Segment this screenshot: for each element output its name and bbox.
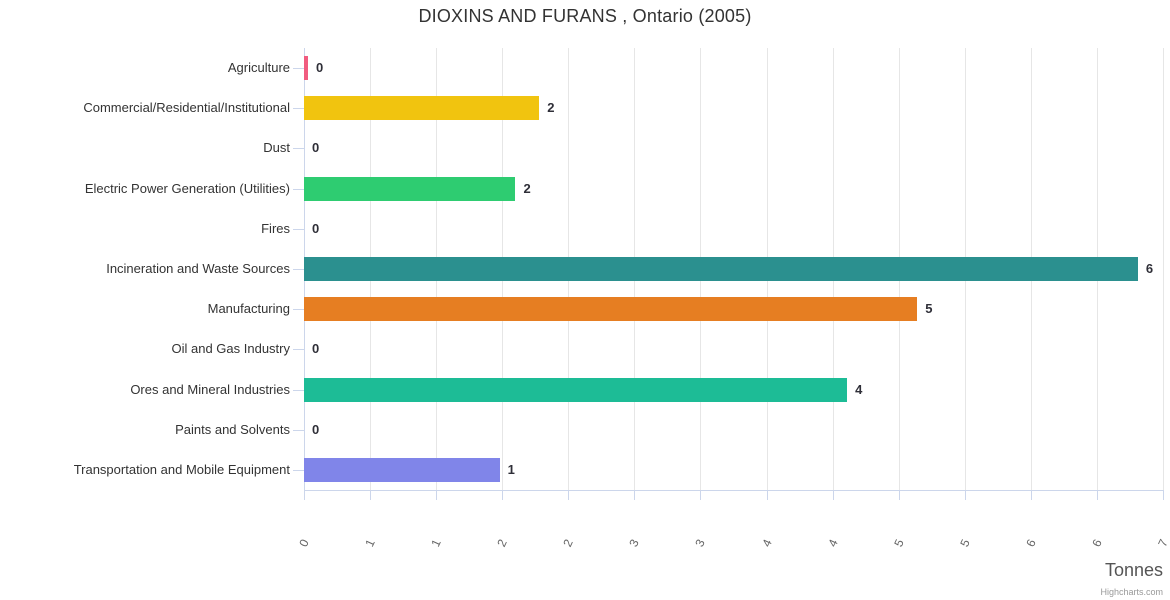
x-axis-tick-label: 1 [428,537,444,549]
x-axis-tick [1163,490,1164,500]
bar-value-label: 0 [315,60,324,76]
bar-value-label: 2 [547,100,555,116]
category-axis-tick [293,469,304,471]
chart-title: DIOXINS AND FURANS , Ontario (2005) [418,6,752,26]
category-label-transportation-and-mobile-equipment: Transportation and Mobile Equipment [73,461,290,477]
bar-ores-and-mineral-industries[interactable] [304,377,848,402]
category-axis-tick [293,389,304,391]
category-axis-tick [293,309,304,311]
bar-value-label: 0 [312,220,320,236]
bar-transportation-and-mobile-equipment[interactable] [304,457,500,482]
bar-value-label: 1 [507,461,515,477]
x-axis-tick-label: 3 [692,537,709,549]
category-axis-tick [293,68,304,70]
x-axis-tick [634,490,636,500]
category-label-incineration-and-waste-sources: Incineration and Waste Sources [106,261,290,276]
x-axis-tick [766,490,768,500]
x-axis-tick-label: 0 [296,537,312,549]
category-label-fires: Fires [261,220,290,236]
bar-value-label: 0 [312,140,320,156]
category-label-agriculture: Agriculture [227,60,290,76]
x-axis-tick-label: 1 [362,537,378,549]
bar-manufacturing[interactable] [304,297,918,322]
category-label-commercial-residential-institutional: Commercial/Residential/Institutional [83,100,290,116]
x-axis-tick-label: 4 [758,537,775,549]
category-label-dust: Dust [263,140,290,156]
x-axis-tick [1030,490,1032,500]
x-axis-tick [370,490,372,500]
x-axis-tick-label: 4 [824,537,841,549]
category-label-electric-power-generation-utilities: Electric Power Generation (Utilities) [84,180,290,196]
bar-value-label: 0 [312,341,320,357]
x-axis-tick [898,490,900,500]
bar-value-label: 4 [855,381,863,397]
category-axis-tick [293,269,304,270]
bar-electric-power-generation-utilities[interactable] [304,176,516,201]
x-axis-tick [304,490,305,500]
category-axis-tick [293,349,304,351]
highcharts-credit[interactable]: Highcharts.com [1100,587,1163,597]
category-axis-tick [293,108,304,110]
x-axis-tick [964,490,966,500]
x-axis-tick-label: 2 [560,537,577,549]
category-label-manufacturing: Manufacturing [207,301,290,317]
x-axis-title: Tonnes [1104,560,1163,580]
x-axis-tick-label: 5 [957,537,973,549]
x-axis-tick-label: 5 [890,537,907,549]
bar-value-label: 5 [925,301,933,317]
x-axis-tick [1096,490,1098,500]
x-axis-tick-label: 3 [626,537,643,549]
category-axis-tick [293,228,304,230]
category-label-paints-and-solvents: Paints and Solvents [175,421,290,437]
x-axis-tick-label: 2 [494,537,510,549]
x-axis-tick [502,490,504,500]
bar-agriculture[interactable] [304,56,308,81]
gridline [1163,48,1164,490]
category-label-oil-and-gas-industry: Oil and Gas Industry [171,341,291,357]
bar-value-label: 0 [312,421,320,437]
bar-value-label: 2 [523,180,531,196]
category-axis-tick [293,148,304,150]
bar-incineration-and-waste-sources[interactable] [304,257,1138,281]
value-axis-line [304,490,1163,491]
bar-value-label: 6 [1145,261,1154,276]
x-axis-tick-label: 7 [1155,537,1170,549]
x-axis-tick [436,490,438,500]
category-label-ores-and-mineral-industries: Ores and Mineral Industries [130,381,290,397]
x-axis-tick-label: 6 [1089,537,1105,549]
bar-commercial-residential-institutional[interactable] [304,96,540,121]
x-axis-tick [568,490,570,500]
category-axis-tick [293,429,304,431]
x-axis-tick [700,490,702,500]
x-axis-tick [832,490,834,500]
x-axis-tick-label: 6 [1023,537,1039,549]
category-axis-tick [293,188,304,190]
